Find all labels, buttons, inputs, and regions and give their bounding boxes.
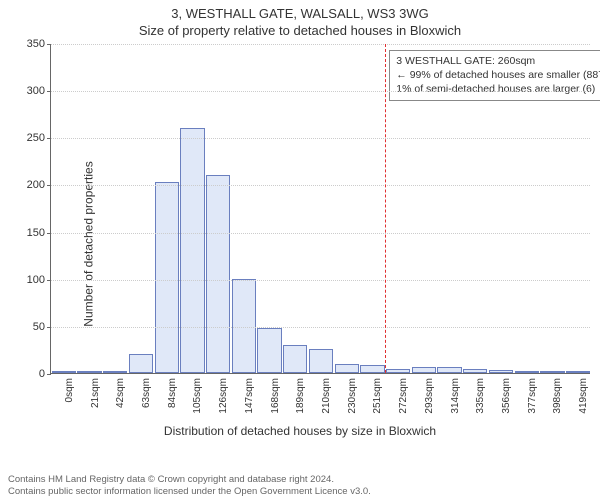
histogram-bar	[257, 328, 281, 373]
chart-supertitle: 3, WESTHALL GATE, WALSALL, WS3 3WG	[0, 0, 600, 21]
y-tick-label: 150	[5, 227, 45, 239]
y-tick-mark	[47, 44, 51, 45]
reference-line	[385, 44, 386, 373]
plot-region: 3 WESTHALL GATE: 260sqm← 99% of detached…	[50, 44, 590, 374]
x-tick-label: 272sqm	[398, 378, 409, 428]
gridline	[51, 185, 590, 186]
x-tick-label: 84sqm	[167, 378, 178, 428]
y-tick-mark	[47, 327, 51, 328]
histogram-bar	[77, 371, 101, 373]
y-tick-label: 300	[5, 85, 45, 97]
gridline	[51, 91, 590, 92]
x-tick-label: 314sqm	[450, 378, 461, 428]
histogram-bar	[52, 371, 76, 373]
y-tick-label: 100	[5, 274, 45, 286]
chart-area: Number of detached properties 3 WESTHALL…	[0, 44, 600, 444]
annotation-line: 1% of semi-detached houses are larger (6…	[396, 82, 600, 96]
chart-subtitle: Size of property relative to detached ho…	[0, 21, 600, 42]
gridline	[51, 138, 590, 139]
x-tick-label: 63sqm	[141, 378, 152, 428]
x-tick-label: 147sqm	[244, 378, 255, 428]
y-tick-label: 50	[5, 321, 45, 333]
x-tick-label: 419sqm	[578, 378, 589, 428]
histogram-bar	[155, 182, 179, 373]
footer-attribution: Contains HM Land Registry data © Crown c…	[0, 474, 600, 498]
histogram-bar	[103, 371, 127, 373]
y-tick-label: 250	[5, 132, 45, 144]
y-tick-mark	[47, 374, 51, 375]
gridline	[51, 233, 590, 234]
y-tick-mark	[47, 280, 51, 281]
annotation-box: 3 WESTHALL GATE: 260sqm← 99% of detached…	[389, 50, 600, 101]
annotation-line: 3 WESTHALL GATE: 260sqm	[396, 54, 600, 68]
gridline	[51, 44, 590, 45]
x-tick-label: 189sqm	[295, 378, 306, 428]
x-tick-label: 398sqm	[552, 378, 563, 428]
annotation-line: ← 99% of detached houses are smaller (88…	[396, 68, 600, 82]
y-tick-label: 200	[5, 179, 45, 191]
histogram-bar	[412, 367, 436, 373]
y-tick-mark	[47, 138, 51, 139]
x-tick-label: 126sqm	[218, 378, 229, 428]
x-tick-label: 251sqm	[372, 378, 383, 428]
footer-line-2: Contains public sector information licen…	[8, 486, 592, 498]
x-tick-label: 293sqm	[424, 378, 435, 428]
histogram-bar	[566, 371, 590, 373]
y-tick-mark	[47, 185, 51, 186]
x-tick-label: 377sqm	[527, 378, 538, 428]
y-tick-mark	[47, 233, 51, 234]
x-tick-label: 21sqm	[90, 378, 101, 428]
y-tick-mark	[47, 91, 51, 92]
x-tick-label: 0sqm	[64, 378, 75, 428]
histogram-bar	[283, 345, 307, 373]
histogram-bar	[386, 369, 410, 373]
x-tick-label: 168sqm	[270, 378, 281, 428]
footer-line-1: Contains HM Land Registry data © Crown c…	[8, 474, 592, 486]
y-tick-label: 0	[5, 368, 45, 380]
x-tick-label: 335sqm	[475, 378, 486, 428]
gridline	[51, 280, 590, 281]
x-tick-label: 210sqm	[321, 378, 332, 428]
x-axis-label: Distribution of detached houses by size …	[0, 424, 600, 438]
histogram-bar	[129, 354, 153, 373]
histogram-bar	[540, 371, 564, 373]
histogram-bar	[463, 369, 487, 373]
x-tick-label: 356sqm	[501, 378, 512, 428]
gridline	[51, 327, 590, 328]
histogram-bar	[309, 349, 333, 374]
x-tick-label: 105sqm	[192, 378, 203, 428]
histogram-bar	[206, 175, 230, 373]
histogram-bar	[180, 128, 204, 373]
histogram-bar	[360, 365, 384, 373]
x-tick-label: 230sqm	[347, 378, 358, 428]
histogram-bar	[437, 367, 461, 373]
x-tick-label: 42sqm	[115, 378, 126, 428]
histogram-bar	[489, 370, 513, 373]
histogram-bar	[515, 371, 539, 373]
histogram-bar	[335, 364, 359, 373]
y-tick-label: 350	[5, 38, 45, 50]
